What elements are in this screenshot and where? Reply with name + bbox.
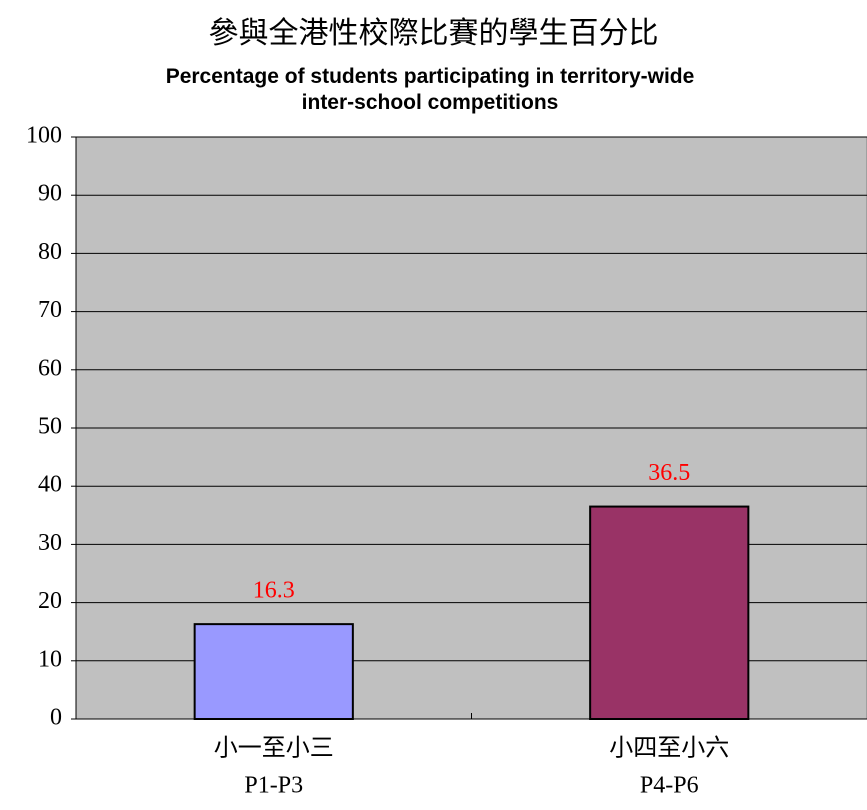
y-tick-label: 100 xyxy=(26,123,62,149)
y-tick-label: 60 xyxy=(38,355,62,381)
x-tick-label: 小四至小六 xyxy=(609,735,729,762)
bar xyxy=(193,623,354,720)
y-tick-label: 90 xyxy=(38,181,62,207)
chart-subtitle: Percentage of students participating in … xyxy=(165,65,695,114)
x-tick-label: 小一至小三 xyxy=(214,735,334,762)
y-tick-label: 20 xyxy=(38,588,62,614)
chart-title: 參與全港性校際比賽的學生百分比 xyxy=(208,16,659,51)
y-tick-label: 0 xyxy=(50,705,62,731)
y-tick-label: 70 xyxy=(38,297,62,323)
bar xyxy=(589,505,750,720)
value-label: 36.5 xyxy=(648,460,690,486)
value-label: 16.3 xyxy=(253,578,295,604)
y-tick-label: 30 xyxy=(38,530,62,556)
y-tick-label: 40 xyxy=(38,472,62,498)
x-tick-label: P1-P3 xyxy=(244,773,303,799)
y-tick-label: 50 xyxy=(38,414,62,440)
x-tick-label: P4-P6 xyxy=(640,773,699,799)
y-tick-label: 10 xyxy=(38,646,62,672)
y-tick-label: 80 xyxy=(38,239,62,265)
